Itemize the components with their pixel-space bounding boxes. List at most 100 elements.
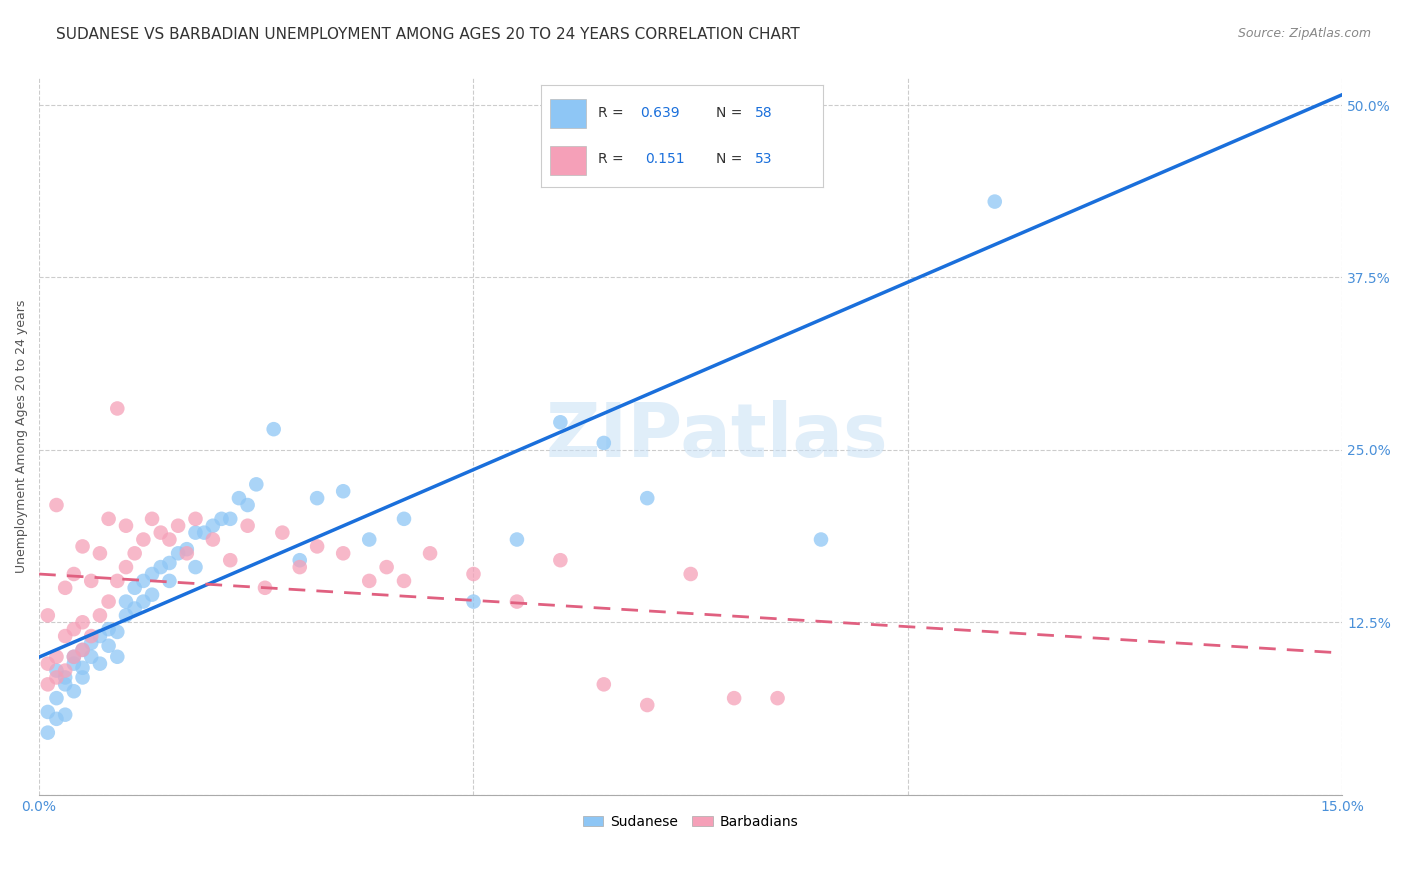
FancyBboxPatch shape xyxy=(550,146,586,175)
Point xyxy=(97,594,120,608)
Point xyxy=(72,661,94,675)
Point xyxy=(723,691,745,706)
Point xyxy=(45,498,67,512)
Point xyxy=(63,684,86,698)
Point xyxy=(115,594,138,608)
Point xyxy=(245,477,267,491)
Point xyxy=(550,415,572,429)
Point xyxy=(201,533,224,547)
Point xyxy=(53,664,76,678)
Point xyxy=(97,622,120,636)
Text: ZIPatlas: ZIPatlas xyxy=(546,400,889,473)
Point xyxy=(141,567,163,582)
Point xyxy=(550,553,572,567)
Point xyxy=(63,649,86,664)
Point xyxy=(307,540,329,554)
Text: N =: N = xyxy=(716,152,747,166)
Point xyxy=(359,574,381,588)
Point xyxy=(679,126,702,140)
Point xyxy=(105,649,128,664)
Point xyxy=(506,594,529,608)
Point xyxy=(766,691,789,706)
Point xyxy=(53,670,76,684)
Point xyxy=(184,512,207,526)
Text: SUDANESE VS BARBADIAN UNEMPLOYMENT AMONG AGES 20 TO 24 YEARS CORRELATION CHART: SUDANESE VS BARBADIAN UNEMPLOYMENT AMONG… xyxy=(56,27,800,42)
Point xyxy=(105,401,128,416)
Text: R =: R = xyxy=(598,152,631,166)
Point xyxy=(592,677,614,691)
Point xyxy=(53,677,76,691)
Point xyxy=(184,525,207,540)
Point xyxy=(80,629,103,643)
Y-axis label: Unemployment Among Ages 20 to 24 years: Unemployment Among Ages 20 to 24 years xyxy=(15,300,28,573)
Point xyxy=(45,664,67,678)
Point xyxy=(132,574,155,588)
Point xyxy=(89,546,111,560)
FancyBboxPatch shape xyxy=(550,99,586,128)
Point xyxy=(72,615,94,630)
Point xyxy=(115,608,138,623)
Point xyxy=(636,698,658,712)
Point xyxy=(167,546,190,560)
Point xyxy=(45,691,67,706)
Point xyxy=(37,705,59,719)
Point xyxy=(332,484,354,499)
Point xyxy=(288,560,311,574)
Point xyxy=(37,608,59,623)
Point xyxy=(89,657,111,671)
Point xyxy=(45,712,67,726)
Text: 0.151: 0.151 xyxy=(645,152,685,166)
Point xyxy=(159,556,181,570)
Point xyxy=(124,546,146,560)
Point xyxy=(332,546,354,560)
Point xyxy=(184,560,207,574)
Point xyxy=(463,567,485,582)
Text: 53: 53 xyxy=(755,152,772,166)
Point xyxy=(288,553,311,567)
Point xyxy=(176,542,198,557)
Point xyxy=(679,567,702,582)
Point xyxy=(463,594,485,608)
Text: N =: N = xyxy=(716,106,747,120)
Point xyxy=(63,657,86,671)
Text: 0.639: 0.639 xyxy=(640,106,679,120)
Point xyxy=(80,636,103,650)
Point xyxy=(53,707,76,722)
Point xyxy=(201,518,224,533)
Point xyxy=(141,588,163,602)
Point xyxy=(45,649,67,664)
Point xyxy=(984,194,1007,209)
Point xyxy=(37,677,59,691)
Point xyxy=(392,512,415,526)
Point xyxy=(89,608,111,623)
Point xyxy=(105,624,128,639)
Point xyxy=(236,498,259,512)
Point xyxy=(236,518,259,533)
Point xyxy=(63,622,86,636)
Point xyxy=(132,533,155,547)
Point xyxy=(219,512,242,526)
Point xyxy=(63,567,86,582)
Point xyxy=(419,546,441,560)
Point xyxy=(149,525,172,540)
Point xyxy=(228,491,250,505)
Point xyxy=(193,525,215,540)
Text: Source: ZipAtlas.com: Source: ZipAtlas.com xyxy=(1237,27,1371,40)
Point xyxy=(53,629,76,643)
Point xyxy=(271,525,294,540)
Text: 58: 58 xyxy=(755,106,773,120)
Point xyxy=(37,725,59,739)
Point xyxy=(72,643,94,657)
Point xyxy=(97,639,120,653)
Point xyxy=(810,533,832,547)
Point xyxy=(592,436,614,450)
Point xyxy=(115,560,138,574)
Point xyxy=(80,574,103,588)
Point xyxy=(263,422,285,436)
Point xyxy=(45,670,67,684)
Text: R =: R = xyxy=(598,106,627,120)
Point xyxy=(132,594,155,608)
Point xyxy=(307,491,329,505)
Point xyxy=(72,670,94,684)
Point xyxy=(159,533,181,547)
